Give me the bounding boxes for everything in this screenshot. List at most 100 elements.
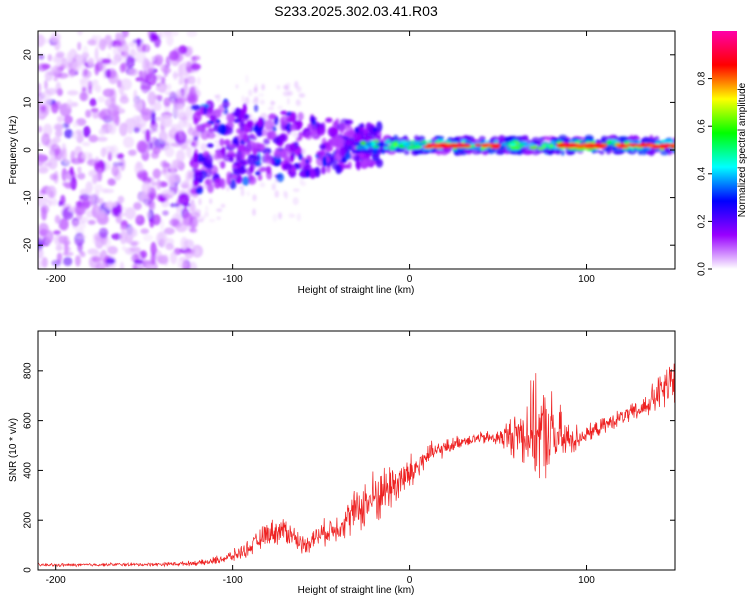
- spectrogram-blob: [98, 227, 109, 239]
- spectrogram-blob: [538, 140, 544, 146]
- spectrogram-blob: [299, 177, 303, 185]
- spectrogram-blob: [245, 96, 249, 104]
- spectrogram-blob: [121, 245, 127, 251]
- spectrogram-blob: [226, 174, 231, 186]
- spectrogram-blob: [169, 218, 180, 227]
- spectrogram-blob: [178, 76, 185, 85]
- spectrogram-blob: [529, 145, 538, 150]
- spectrogram-blob: [75, 129, 83, 135]
- spectrogram-blob: [160, 64, 168, 73]
- colorbar-tick-label: 0.6: [697, 119, 708, 133]
- spectrogram-blob: [83, 67, 89, 77]
- spectrogram-blob: [202, 106, 208, 115]
- spectrogram-blob: [296, 86, 302, 93]
- spectrogram-blob: [337, 122, 347, 131]
- spectrogram-blob: [97, 197, 104, 205]
- spectrogram-blob: [96, 136, 108, 142]
- spectrogram-blob: [371, 141, 376, 147]
- spectrogram-blob: [163, 97, 171, 107]
- spectrogram-blob: [200, 129, 210, 141]
- snr-ytick-label: 600: [23, 412, 34, 429]
- spectrogram-blob: [294, 131, 298, 139]
- spectrogram-blob: [198, 198, 202, 206]
- spectrogram-blob: [60, 194, 66, 206]
- spectrogram-blob: [38, 222, 49, 237]
- spectrogram-blob: [68, 70, 76, 78]
- spectrogram-blob: [267, 107, 275, 111]
- spectrogram-blob: [471, 147, 482, 151]
- spectrogram-blob: [256, 130, 263, 137]
- spectrogram-blob: [56, 252, 63, 263]
- spectrogram-blob: [190, 104, 201, 111]
- spectrogram-blob: [216, 93, 222, 103]
- spectrogram-blob: [286, 97, 290, 106]
- spectrogram-blob: [272, 126, 277, 132]
- spectrogram-blob: [195, 187, 204, 195]
- spectrogram-blob: [282, 190, 287, 197]
- spectrogram-blob: [310, 115, 315, 124]
- spectrogram-blob: [87, 248, 99, 255]
- spectrogram-blob: [194, 248, 200, 256]
- spectrogram-blob: [205, 154, 213, 165]
- spectrogram-blob: [133, 202, 142, 211]
- spectrogram-blob: [151, 247, 158, 253]
- spectrogram-blob: [181, 144, 186, 150]
- spectrogram-blob: [133, 127, 141, 133]
- spectrogram-blob: [187, 45, 194, 56]
- spectrogram-blob: [105, 201, 118, 208]
- spectrogram-blob: [163, 227, 175, 235]
- spectrogram-blob: [204, 211, 209, 218]
- spectrogram-blob: [66, 99, 73, 109]
- spectrogram-blob: [38, 109, 42, 120]
- spectrogram-blob: [123, 136, 135, 149]
- spectrogram-blob: [141, 60, 146, 70]
- spectrogram-blob: [329, 137, 340, 147]
- spectrogram-blob: [132, 103, 143, 108]
- spectrogram-blob: [372, 149, 378, 155]
- spectrogram-blob: [64, 159, 70, 164]
- spectrogram-blob: [87, 39, 97, 46]
- spectrogram-blob: [219, 138, 225, 147]
- spectrogram-blob: [277, 105, 283, 110]
- spectrogram-blob: [278, 133, 287, 142]
- snr-ytick-label: 0: [23, 567, 34, 573]
- spectrogram-blob: [441, 144, 447, 148]
- spectrogram-blob: [578, 145, 585, 148]
- spectrogram-blob: [136, 140, 148, 153]
- spectrogram-blob: [301, 157, 306, 167]
- spectrogram-blob: [115, 32, 122, 40]
- spectrogram-blob: [44, 79, 48, 91]
- spectrogram-blob: [292, 197, 299, 206]
- spectrogram-blob: [220, 161, 226, 169]
- spectrogram-blob: [296, 213, 301, 222]
- spectrogram-blob: [215, 118, 221, 124]
- spectrogram-blob: [77, 41, 82, 51]
- spectrogram-blob: [502, 142, 508, 147]
- spectrogram-blob: [257, 118, 262, 128]
- spectrogram-blob: [61, 148, 67, 162]
- spectrogram-blob: [662, 139, 670, 144]
- spectrogram-blob: [76, 234, 87, 239]
- spectrogram-blob: [95, 262, 106, 269]
- spectrogram-blob: [676, 147, 680, 151]
- spectrogram-blob: [164, 146, 175, 158]
- spectrogram-blob: [542, 136, 549, 140]
- spectrogram-blob: [365, 141, 373, 146]
- spectrogram-blob: [480, 146, 485, 151]
- spectrogram-blob: [241, 95, 245, 103]
- spectrogram-blob: [280, 110, 287, 115]
- spectrogram-blob: [103, 145, 116, 155]
- spectrogram-blob: [147, 68, 154, 75]
- spectrogram-blob: [298, 131, 303, 141]
- spectrogram-blob: [623, 140, 630, 144]
- spectrogram-blob: [665, 147, 671, 153]
- spectrogram-blob: [541, 143, 551, 147]
- spectrogram-blob: [64, 242, 69, 255]
- spectrogram-blob: [108, 122, 117, 135]
- spectrogram-blob: [284, 148, 290, 160]
- spectrogram-blob: [41, 63, 51, 70]
- spectrogram-blob: [87, 57, 95, 67]
- spectrogram-blob: [633, 139, 639, 145]
- figure-title: S233.2025.302.03.41.R03: [274, 3, 438, 19]
